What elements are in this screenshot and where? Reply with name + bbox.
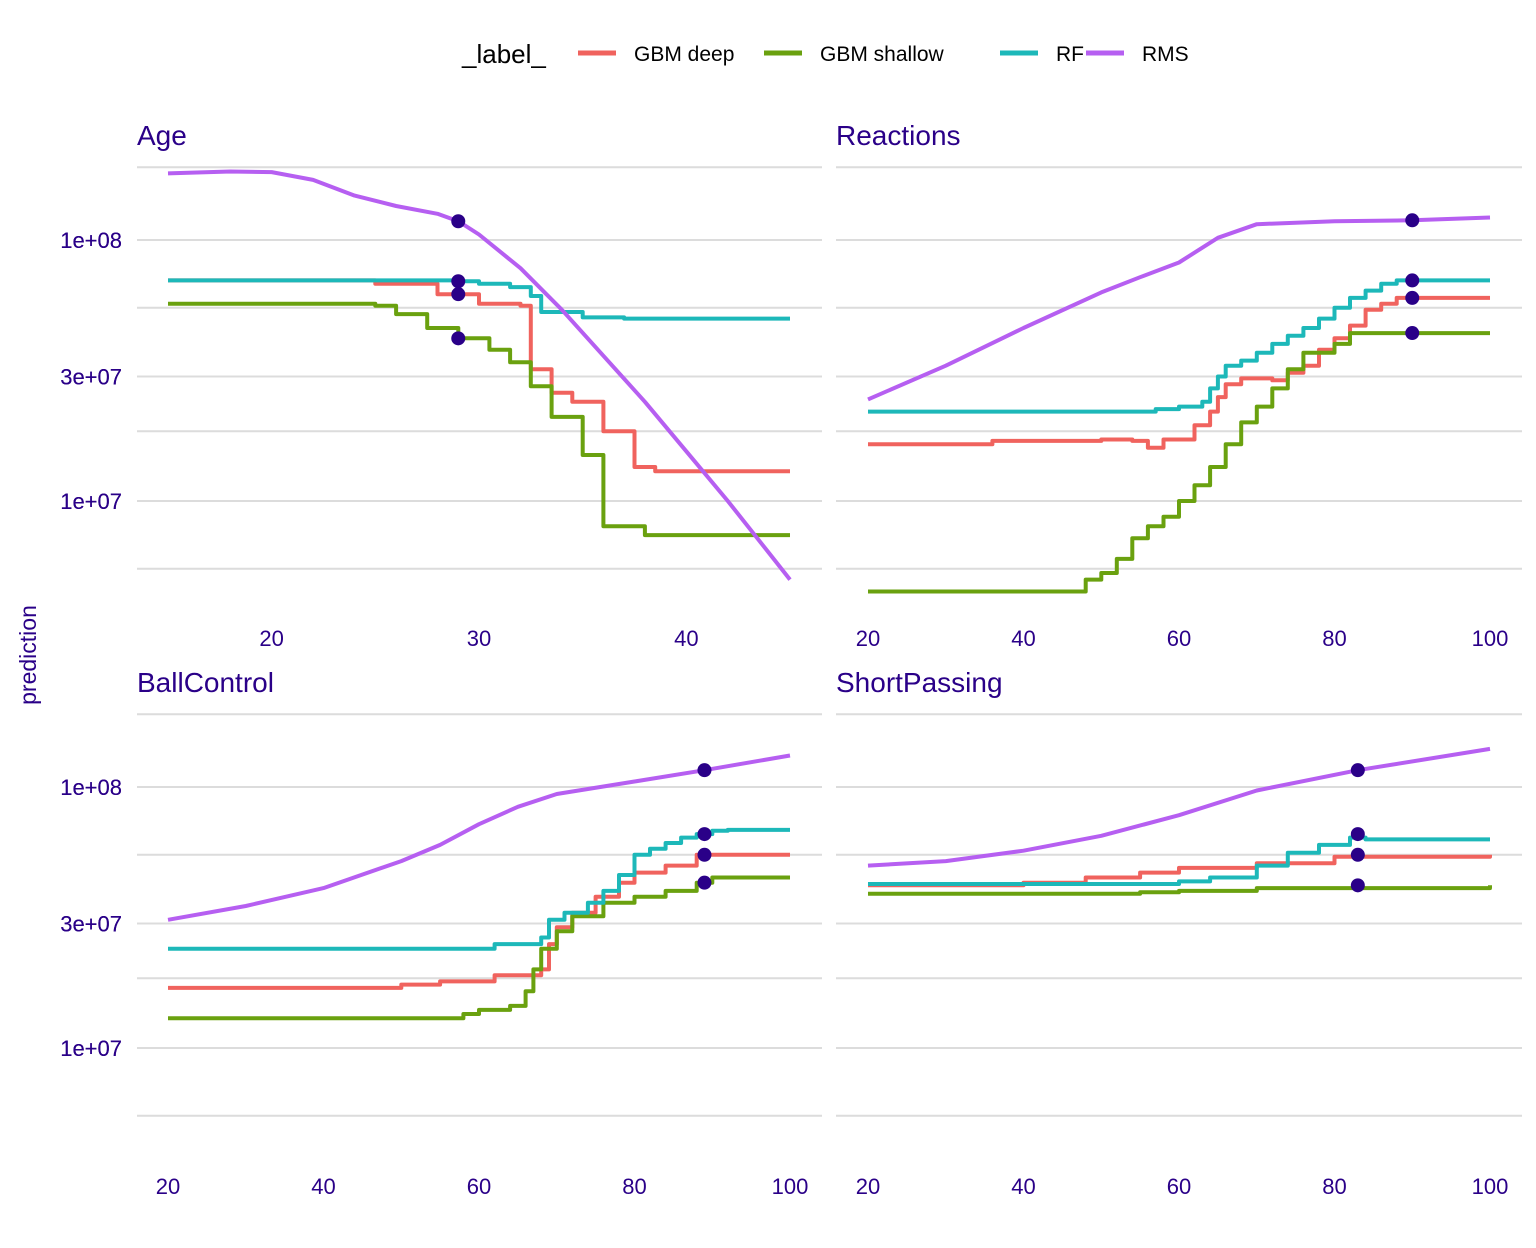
legend-item-gbm-shallow: GBM shallow (764, 43, 945, 66)
x-tick-age-20: 20 (259, 626, 283, 651)
legend-label-gbm-deep: GBM deep (634, 43, 734, 66)
panel-reactions: Reactions 1e+07 3e+07 1e+08 20 40 60 80 100 (60, 120, 1522, 651)
observation-point-reactions-1 (1405, 273, 1420, 288)
x-tick-shortpassing-40: 40 (1011, 1174, 1035, 1199)
legend-item-gbm-deep: GBM deep (578, 43, 734, 66)
y-tick-ballcontrol-1e-07: 1e+07 (60, 1036, 122, 1061)
panel-shortpassing: ShortPassing 1e+07 3e+07 1e+08 20 40 60 80 100 (60, 667, 1522, 1199)
observation-point-shortpassing-0 (1350, 763, 1365, 778)
panel-title-reactions: Reactions (836, 120, 961, 151)
series-line-reactions-rf (868, 278, 1490, 414)
series-line-ballcontrol-gbm-shallow (168, 875, 790, 1021)
legend-item-rf: RF (1000, 43, 1084, 66)
legend-title: _label_ (461, 39, 546, 69)
legend-label-rf: RF (1056, 43, 1084, 66)
facet-panels: Age 1e+07 3e+07 1e+08 20 30 40 Reactions 1e+07 3e… (60, 120, 1522, 1199)
x-tick-age-30: 30 (467, 626, 491, 651)
y-tick-reactions-3e-07: 3e+07 (60, 364, 122, 389)
series-line-reactions-gbm-shallow (868, 331, 1490, 594)
legend-item-rms: RMS (1086, 43, 1189, 66)
observation-point-shortpassing-1 (1350, 827, 1365, 842)
y-tick-ballcontrol-3e-07: 3e+07 (60, 911, 122, 936)
y-tick-age-3e-07: 3e+07 (60, 364, 122, 389)
panel-title-ballcontrol: BallControl (137, 667, 274, 698)
observation-point-reactions-0 (1405, 213, 1420, 228)
x-tick-reactions-80: 80 (1322, 626, 1346, 651)
x-tick-age-40: 40 (674, 626, 698, 651)
y-tick-shortpassing-3e-07: 3e+07 (60, 911, 122, 936)
observation-point-age-2 (451, 287, 466, 302)
x-tick-reactions-100: 100 (1472, 626, 1509, 651)
y-tick-shortpassing-1e-08: 1e+08 (60, 775, 122, 800)
y-tick-age-1e-08: 1e+08 (60, 228, 122, 253)
panel-title-shortpassing: ShortPassing (836, 667, 1003, 698)
observation-point-ballcontrol-3 (697, 875, 712, 890)
y-tick-age-1e-07: 1e+07 (60, 489, 122, 514)
y-tick-shortpassing-1e-07: 1e+07 (60, 1036, 122, 1061)
series-line-age-rms (167, 169, 792, 581)
observation-point-ballcontrol-0 (697, 763, 712, 778)
series-line-shortpassing-gbm-shallow (868, 885, 1492, 896)
x-tick-reactions-20: 20 (856, 626, 880, 651)
x-tick-ballcontrol-20: 20 (156, 1174, 180, 1199)
series-line-reactions-rms (867, 215, 1491, 402)
y-tick-reactions-1e-08: 1e+08 (60, 228, 122, 253)
x-tick-ballcontrol-40: 40 (311, 1174, 335, 1199)
x-tick-reactions-60: 60 (1167, 626, 1191, 651)
observation-point-reactions-2 (1405, 290, 1420, 305)
series-line-reactions-gbm-deep (868, 295, 1490, 450)
series-line-ballcontrol-gbm-deep (168, 852, 790, 990)
observation-point-shortpassing-2 (1350, 847, 1365, 862)
x-tick-ballcontrol-100: 100 (772, 1174, 809, 1199)
y-axis-label: prediction (15, 605, 41, 705)
series-line-ballcontrol-rms (167, 753, 791, 922)
series-line-age-gbm-deep (168, 278, 790, 474)
x-tick-shortpassing-20: 20 (856, 1174, 880, 1199)
observation-point-age-0 (451, 214, 466, 229)
legend: _label_ GBM deep GBM shallow RF RMS (461, 39, 1189, 69)
legend-label-rms: RMS (1142, 43, 1189, 66)
x-tick-ballcontrol-80: 80 (622, 1174, 646, 1199)
x-tick-shortpassing-80: 80 (1322, 1174, 1346, 1199)
x-tick-shortpassing-60: 60 (1167, 1174, 1191, 1199)
series-line-age-gbm-shallow (168, 301, 790, 538)
panel-ballcontrol: BallControl 1e+07 3e+07 1e+08 20 40 60 80 100 (60, 667, 822, 1199)
panel-title-age: Age (137, 120, 187, 151)
x-tick-shortpassing-100: 100 (1472, 1174, 1509, 1199)
y-tick-ballcontrol-1e-08: 1e+08 (60, 775, 122, 800)
series-line-shortpassing-rms (867, 746, 1491, 868)
observation-point-ballcontrol-1 (697, 827, 712, 842)
series-line-ballcontrol-rf (168, 827, 790, 951)
observation-point-age-3 (451, 331, 466, 346)
observation-point-shortpassing-3 (1350, 878, 1365, 893)
x-tick-reactions-40: 40 (1011, 626, 1035, 651)
x-tick-ballcontrol-60: 60 (467, 1174, 491, 1199)
panel-age: Age 1e+07 3e+07 1e+08 20 30 40 (60, 120, 822, 651)
observation-point-age-1 (451, 274, 466, 289)
observation-point-reactions-3 (1405, 326, 1420, 341)
observation-point-ballcontrol-2 (697, 847, 712, 862)
series-line-age-rf (168, 278, 790, 321)
y-tick-reactions-1e-07: 1e+07 (60, 489, 122, 514)
legend-label-gbm-shallow: GBM shallow (820, 43, 945, 66)
